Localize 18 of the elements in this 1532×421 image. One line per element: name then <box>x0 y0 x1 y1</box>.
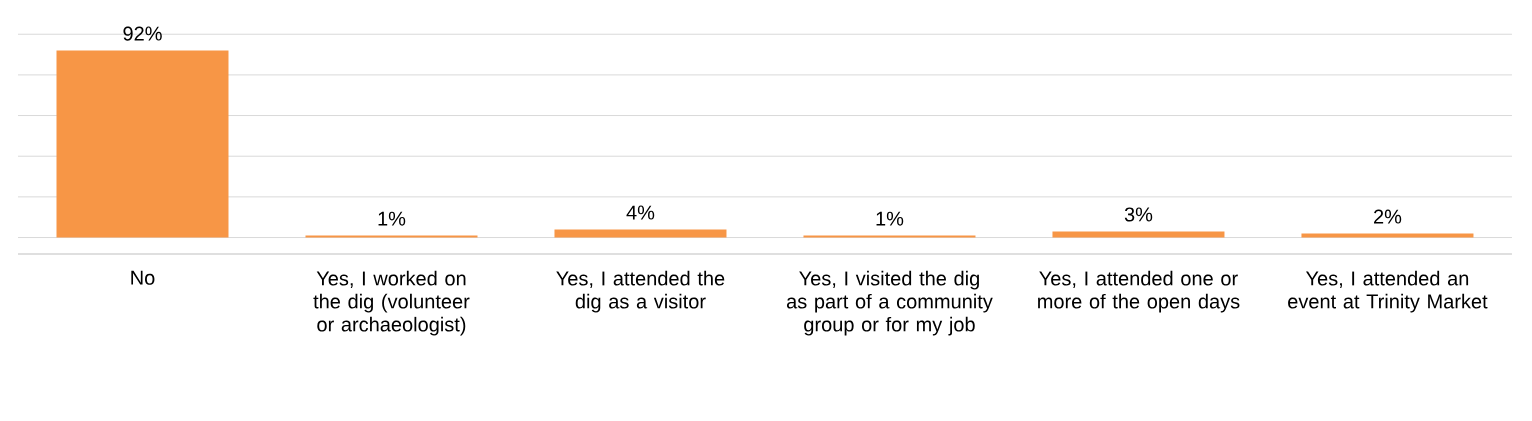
bar <box>305 235 478 238</box>
x-tick-label: Yes, I visited the dig as part of a community group or for my job <box>786 270 993 336</box>
data-label: 3% <box>1124 207 1153 222</box>
bar <box>56 50 229 238</box>
bar <box>803 235 976 238</box>
data-label: 4% <box>626 205 655 220</box>
bar <box>1301 233 1474 238</box>
data-label: 2% <box>1374 209 1402 224</box>
data-label: 1% <box>378 211 406 226</box>
x-tick-label: Yes, I attended the dig as a visitor <box>556 270 725 313</box>
x-tick-label: Yes, I attended an event at Trinity Market <box>1288 270 1488 313</box>
bar <box>1052 231 1225 238</box>
bar <box>554 229 727 238</box>
data-label: 1% <box>876 211 904 226</box>
x-tick-label: Yes, I attended one or more of the open days <box>1038 270 1240 313</box>
x-tick-label: No <box>131 270 155 285</box>
x-tick-label: Yes, I worked on the dig (volunteer or archaeologist) <box>313 270 470 336</box>
data-label: 92% <box>123 26 162 41</box>
